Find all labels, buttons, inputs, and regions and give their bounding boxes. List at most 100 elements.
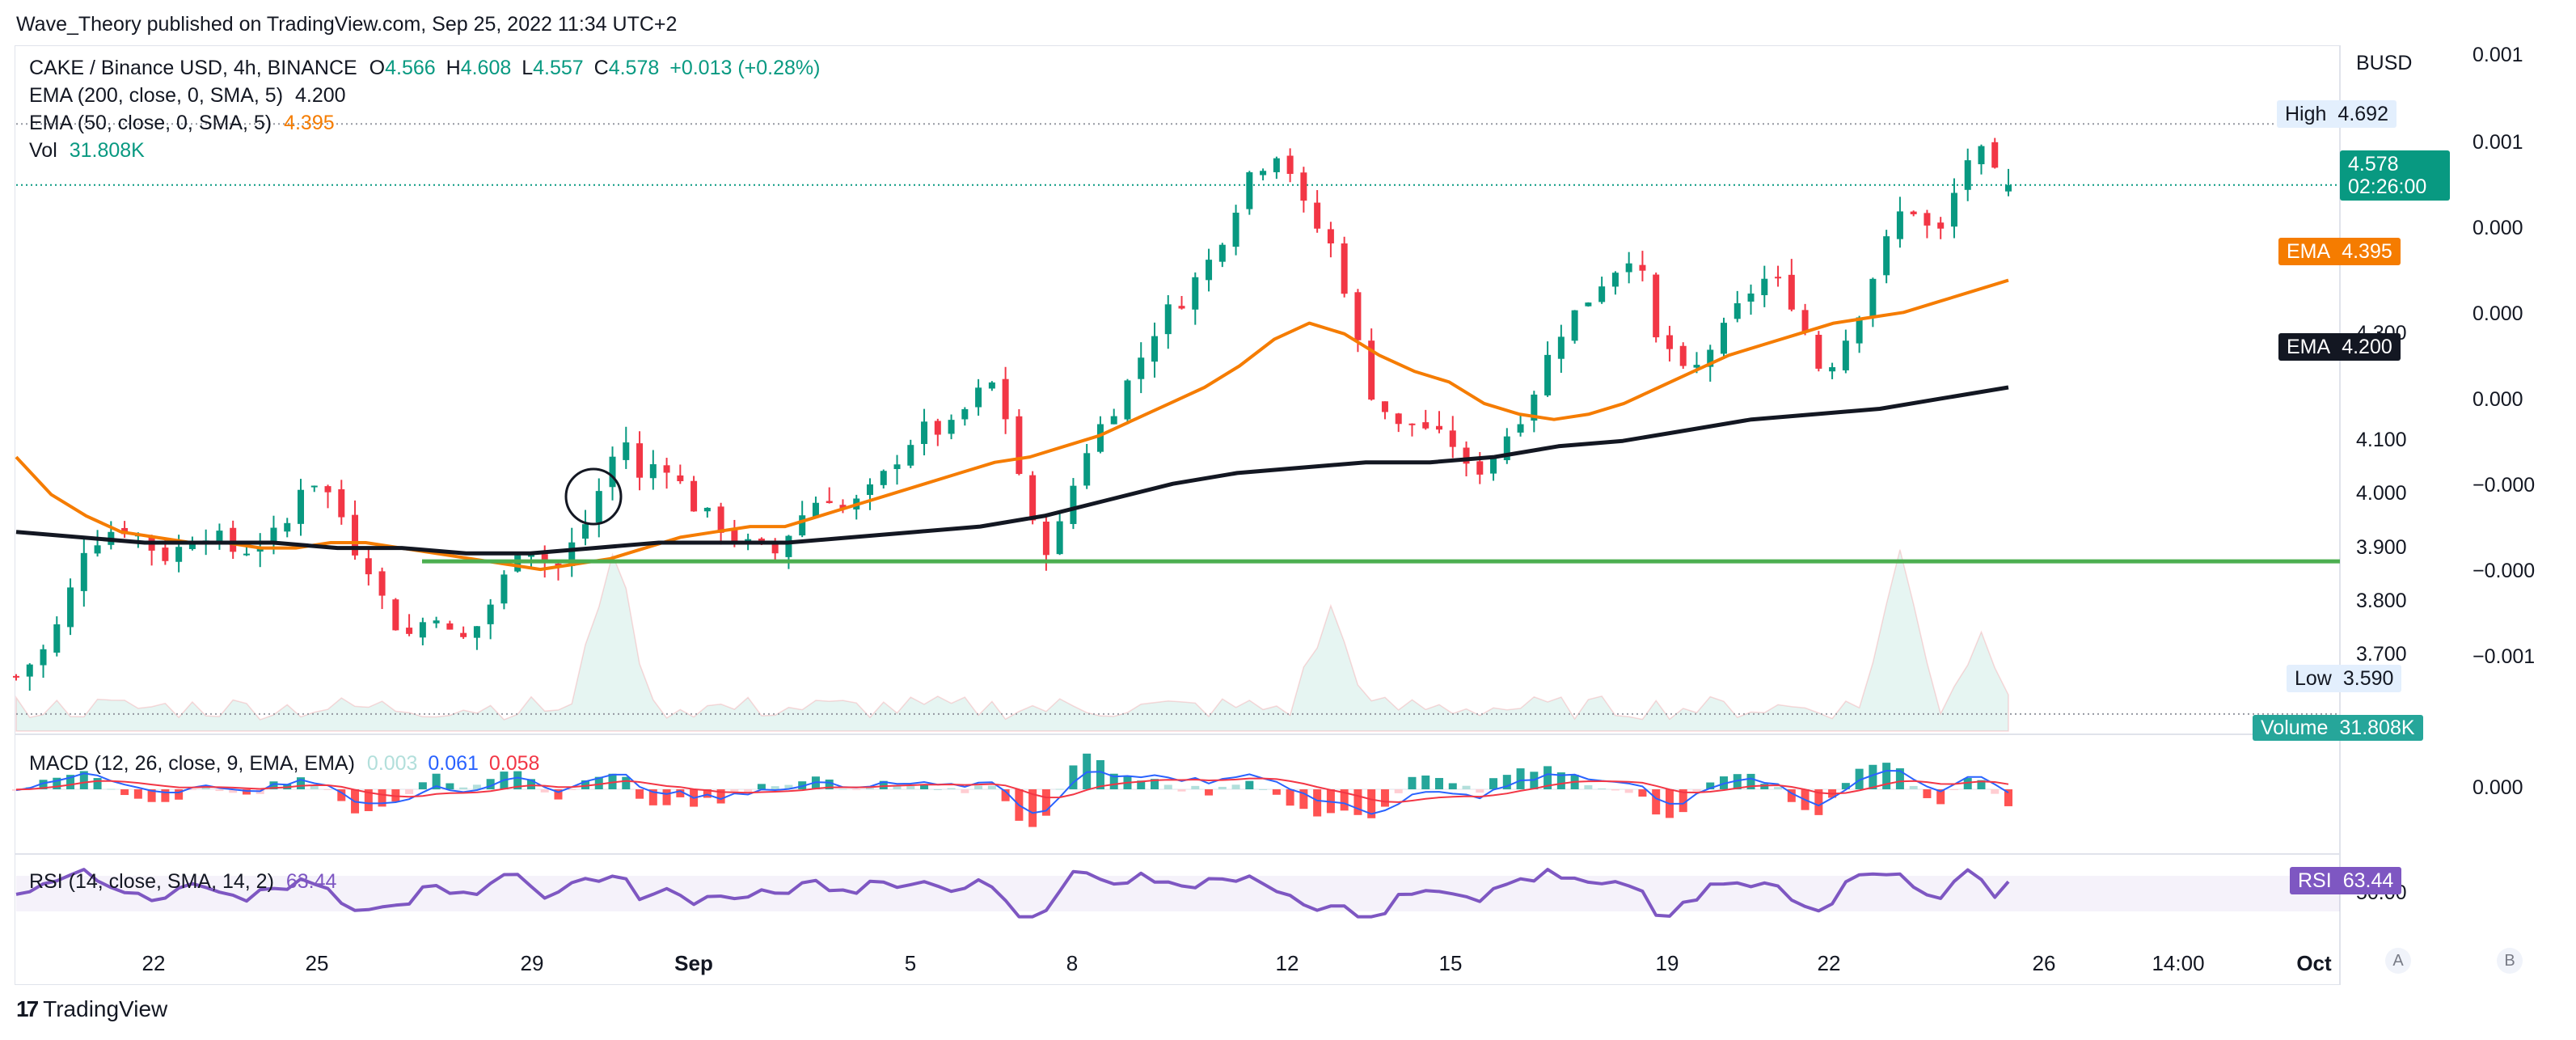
candle-body — [582, 524, 589, 539]
ema200-line — [15, 385, 2009, 556]
candle-body — [1707, 349, 1714, 367]
legend-low-label: L — [522, 57, 534, 79]
macd-histogram-bar — [784, 784, 793, 789]
candle-body — [867, 484, 873, 496]
macd-histogram-bar — [513, 771, 522, 789]
candle-body — [1693, 365, 1700, 368]
macd-histogram-bar — [188, 789, 196, 790]
secondary-axis-tick: 0.001 — [2473, 131, 2523, 154]
candle-body — [988, 382, 995, 389]
candle-body — [1016, 416, 1023, 475]
candle-body — [1517, 424, 1524, 433]
macd-histogram-bar — [147, 789, 156, 802]
secondary-axis-tick: 0.000 — [2473, 388, 2523, 411]
macd-histogram-bar — [175, 789, 184, 800]
candle-body — [270, 527, 277, 544]
macd-histogram-bar — [1313, 789, 1322, 817]
macd-histogram-bar — [133, 789, 142, 799]
macd-histogram-bar — [1245, 780, 1254, 789]
macd-histogram-bar — [1652, 789, 1661, 815]
macd-histogram-bar — [1746, 773, 1755, 789]
candle-body — [1246, 172, 1253, 209]
candle-body — [1408, 423, 1416, 425]
macd-histogram-bar — [1380, 789, 1389, 807]
candle-body — [1314, 202, 1321, 229]
candle-body — [1151, 336, 1158, 362]
candle-body — [216, 531, 223, 543]
candle-body — [1721, 323, 1727, 354]
legend-ema50-row[interactable]: EMA (50, close, 0, SMA, 5) 4.395 — [29, 112, 335, 135]
macd-histogram-bar — [1624, 789, 1633, 793]
candle-body — [1124, 380, 1131, 420]
macd-histogram-bar — [1991, 789, 2000, 794]
macd-histogram-bar — [974, 785, 983, 789]
candle-body — [1422, 422, 1429, 429]
candle-body — [487, 604, 494, 624]
macd-histogram-bar — [310, 784, 319, 789]
legend-macd-label: MACD (12, 26, close, 9, EMA, EMA) — [29, 752, 355, 775]
ema200-tag: EMA 4.200 — [2278, 333, 2401, 361]
ema50-tag-value: 4.395 — [2342, 240, 2392, 263]
legend-volume-row[interactable]: Vol 31.808K — [29, 139, 145, 163]
candle-body — [785, 535, 792, 557]
volume-series — [15, 549, 2009, 732]
macd-histogram-bar — [1787, 789, 1796, 802]
candlestick-series — [13, 137, 2012, 691]
macd-histogram-bar — [540, 789, 549, 793]
candle-body — [1002, 378, 1009, 420]
ema50-line — [15, 278, 2009, 572]
legend-close-label: C — [593, 57, 609, 79]
price-axis-tick: 3.800 — [2356, 589, 2407, 612]
rsi-line — [15, 868, 2010, 919]
macd-histogram-bar — [93, 778, 102, 789]
candle-body — [446, 623, 454, 630]
rsi-tag: RSI 63.44 — [2290, 867, 2402, 894]
candle-body — [1544, 354, 1552, 395]
candle-body — [1842, 340, 1849, 370]
ema50-tag-label: EMA — [2287, 240, 2331, 263]
candle-body — [310, 485, 318, 488]
macd-histogram-bar — [526, 779, 535, 789]
auto-scale-button[interactable]: A — [2385, 948, 2411, 974]
macd-histogram-bar — [1191, 785, 1200, 789]
bar-replay-button[interactable]: B — [2497, 948, 2523, 974]
macd-histogram-bar — [1448, 783, 1457, 789]
macd-histogram-bar — [1882, 763, 1891, 789]
candle-body — [1476, 461, 1484, 475]
macd-series — [12, 753, 2012, 827]
candle-body — [392, 599, 399, 631]
candle-body — [1083, 453, 1091, 486]
macd-histogram-bar — [1109, 773, 1118, 789]
candle-body — [175, 547, 183, 562]
candle-body — [555, 563, 562, 566]
macd-histogram-bar — [39, 780, 48, 789]
macd-histogram-bar — [1462, 785, 1471, 789]
candle-body — [378, 571, 386, 596]
legend-rsi-row[interactable]: RSI (14, close, SMA, 14, 2) 63.44 — [29, 870, 336, 894]
macd-histogram-bar — [459, 787, 468, 789]
candle-body — [1260, 171, 1267, 175]
macd-histogram-bar — [215, 789, 224, 792]
macd-histogram-bar — [1028, 789, 1037, 827]
legend-ema200-row[interactable]: EMA (200, close, 0, SMA, 5) 4.200 — [29, 84, 346, 108]
candle-body — [2005, 184, 2012, 192]
x-label-29: 29 — [520, 951, 544, 975]
macd-histogram-bar — [120, 789, 129, 796]
macd-histogram-bar — [1895, 768, 1904, 789]
tradingview-logo[interactable]: 17 TradingView — [16, 996, 167, 1022]
candle-body — [94, 545, 101, 554]
candle-body — [1910, 211, 1917, 214]
candle-body — [717, 506, 724, 533]
macd-histogram-bar — [568, 789, 576, 790]
candle-body — [1192, 277, 1199, 310]
candle-body — [1666, 335, 1673, 349]
legend-macd-row[interactable]: MACD (12, 26, close, 9, EMA, EMA) 0.003 … — [29, 752, 539, 776]
legend-symbol[interactable]: CAKE / Binance USD, 4h, BINANCE — [29, 57, 357, 79]
candle-body — [352, 514, 359, 556]
candle-body — [1991, 142, 1999, 168]
candle-body — [893, 464, 901, 470]
macd-histogram-bar — [1556, 772, 1565, 789]
legend-open-label: O — [369, 57, 386, 79]
macd-histogram-bar — [1353, 789, 1362, 815]
